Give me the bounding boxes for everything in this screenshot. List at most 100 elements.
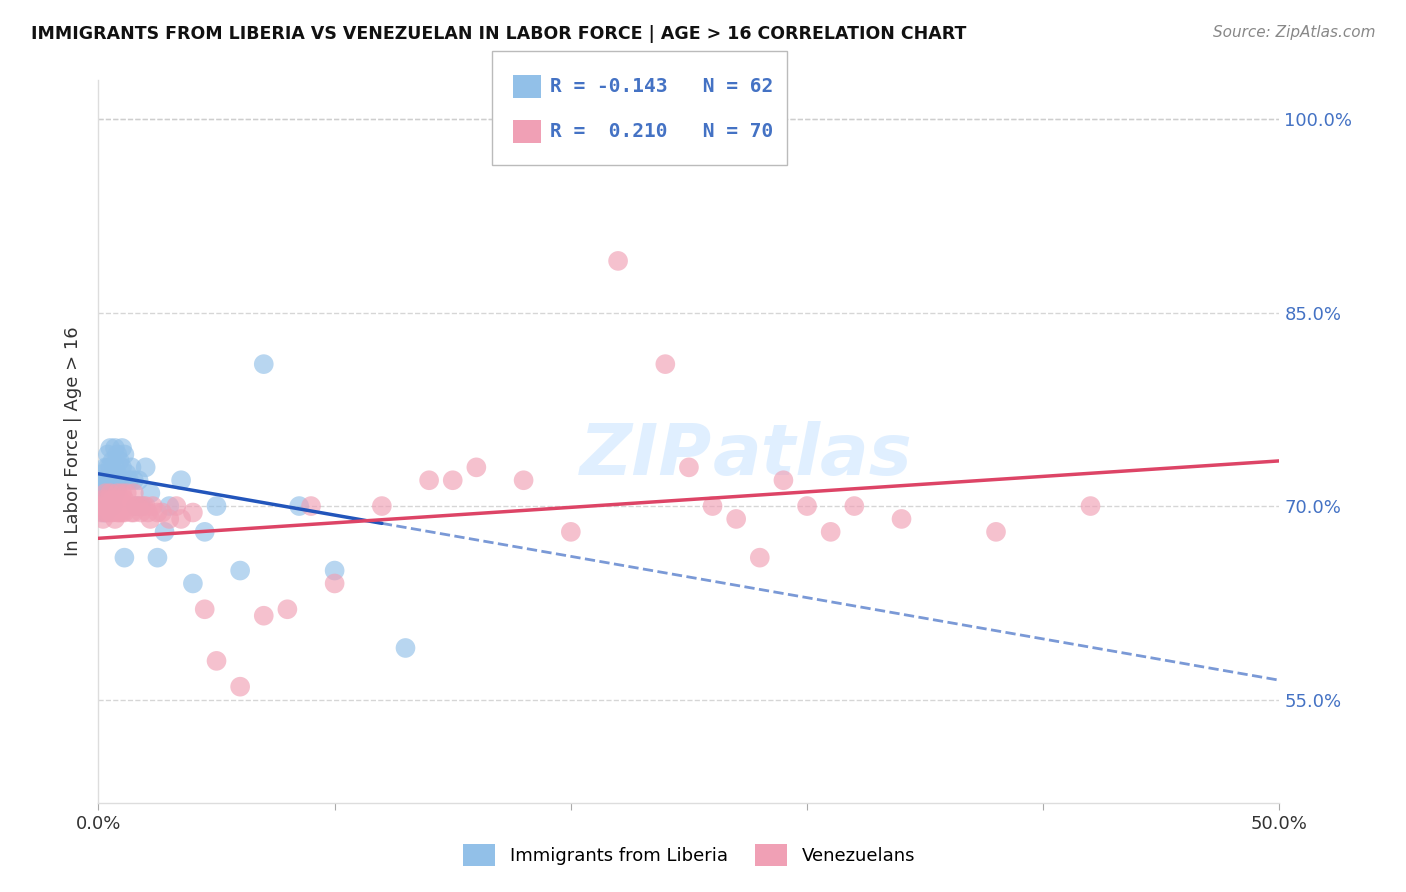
Point [146,506,169,520]
Point [170,512,193,526]
Point [844,499,866,513]
Point [394,640,416,655]
Point [90,506,112,520]
Point [105,486,128,500]
Point [97,473,120,487]
Point [288,499,311,513]
Point [128,499,150,513]
Point [98,441,121,455]
Point [418,473,440,487]
Point [299,499,322,513]
Point [157,499,180,513]
Point [122,486,145,500]
Point [136,506,159,520]
Point [98,506,121,520]
Point [101,506,124,520]
Point [98,486,121,500]
Point [104,486,127,500]
Point [323,576,346,591]
Point [194,602,217,616]
Point [94,486,117,500]
Point [654,357,676,371]
Point [91,506,114,520]
Point [678,460,700,475]
Point [139,486,162,500]
Point [153,524,176,539]
Point [108,492,131,507]
Point [118,499,141,513]
Y-axis label: In Labor Force | Age > 16: In Labor Force | Age > 16 [65,326,83,557]
Text: R =  0.210   N = 70: R = 0.210 N = 70 [550,121,773,141]
Point [205,499,228,513]
Point [94,486,117,500]
Point [229,680,252,694]
Point [276,602,298,616]
Point [90,473,112,487]
Point [181,506,204,520]
Point [108,473,131,487]
Point [323,564,346,578]
Text: ZIP: ZIP [581,422,713,491]
Point [105,447,128,461]
Point [125,499,148,513]
Point [512,473,534,487]
Point [165,499,187,513]
Point [890,512,912,526]
Point [115,499,138,513]
Point [229,564,252,578]
Point [91,473,114,487]
Point [129,506,152,520]
Point [122,473,145,487]
Point [101,454,124,468]
Point [101,492,124,507]
Point [97,447,120,461]
Point [205,654,228,668]
Point [112,506,135,520]
Point [125,499,148,513]
Point [135,460,157,475]
Point [98,499,121,513]
Point [820,524,842,539]
Point [104,492,127,507]
Point [98,460,121,475]
Point [104,441,127,455]
Point [157,512,180,526]
Point [111,441,134,455]
Point [98,499,121,513]
Point [98,486,121,500]
Point [111,506,134,520]
Point [94,506,117,520]
Text: R = -0.143   N = 62: R = -0.143 N = 62 [550,77,773,96]
Point [132,499,155,513]
Point [142,499,165,513]
Point [150,506,173,520]
Point [984,524,1007,539]
Point [108,454,131,468]
Point [796,499,818,513]
Point [91,512,114,526]
Point [129,499,152,513]
Point [128,473,150,487]
Point [97,486,120,500]
Point [105,480,128,494]
Point [121,506,143,520]
Point [91,467,114,481]
Point [748,550,770,565]
Point [170,473,193,487]
Point [104,473,127,487]
Point [94,506,117,520]
Point [194,524,217,539]
Point [105,467,128,481]
Point [91,480,114,494]
Point [97,499,120,513]
Point [111,486,134,500]
Point [607,254,630,268]
Point [122,506,145,520]
Point [112,550,135,565]
Legend: Immigrants from Liberia, Venezuelans: Immigrants from Liberia, Venezuelans [456,837,922,873]
Point [94,473,117,487]
Point [702,499,724,513]
Point [104,512,127,526]
Point [112,447,135,461]
Point [94,499,117,513]
